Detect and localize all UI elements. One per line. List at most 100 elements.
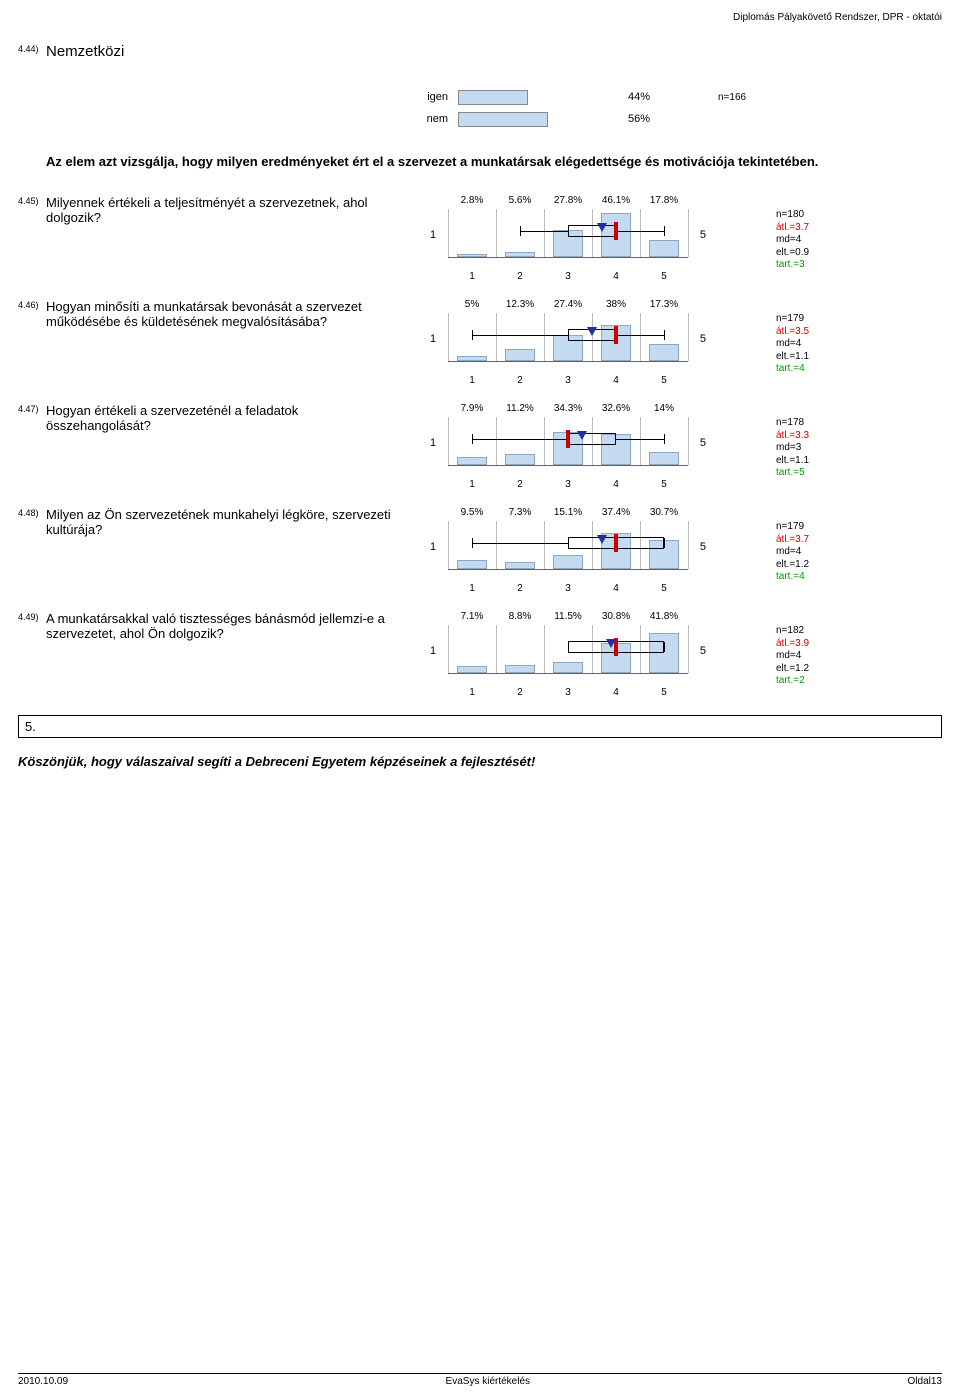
- axis-label: 1: [448, 479, 496, 493]
- hbar-n: n=166: [678, 92, 746, 103]
- axis-row: 12345: [408, 375, 728, 389]
- stats-block: n=180átl.=3.7md=4elt.=0.9tart.=3: [738, 195, 809, 272]
- likert-row: 4.48)Milyen az Ön szervezetének munkahel…: [18, 507, 942, 585]
- pct-row: 5%12.3%27.4%38%17.3%: [408, 299, 728, 313]
- hist-bar: [457, 560, 487, 569]
- stat-n: n=178: [776, 417, 809, 430]
- pct-label: 5.6%: [496, 195, 544, 209]
- pct-label: 41.8%: [640, 611, 688, 625]
- stat-n: n=182: [776, 625, 809, 638]
- whisker-cap: [664, 330, 665, 340]
- pct-label: 37.4%: [592, 507, 640, 521]
- axis-label: 2: [496, 375, 544, 389]
- likert-chart: 7.9%11.2%34.3%32.6%14%1512345: [408, 403, 728, 481]
- hist-bar: [505, 349, 535, 361]
- scale-end-right: 5: [700, 541, 706, 553]
- scale-end-left: 1: [430, 229, 436, 241]
- stat-atl: átl.=3.7: [776, 534, 809, 547]
- median-mark: [614, 326, 618, 344]
- axis-label: 3: [544, 479, 592, 493]
- hbar-chart: igen44%n=166nem56%: [18, 86, 942, 130]
- scale-end-left: 1: [430, 333, 436, 345]
- stat-md: md=4: [776, 650, 809, 663]
- pct-label: 12.3%: [496, 299, 544, 313]
- pct-label: 7.9%: [448, 403, 496, 417]
- pct-label: 30.7%: [640, 507, 688, 521]
- iqr-box: [568, 433, 616, 445]
- q-num: 4.44): [18, 43, 46, 54]
- stat-atl: átl.=3.9: [776, 638, 809, 651]
- pct-label: 17.8%: [640, 195, 688, 209]
- pct-label: 11.2%: [496, 403, 544, 417]
- median-mark: [614, 534, 618, 552]
- hbar-row: nem56%: [18, 108, 942, 130]
- stat-n: n=179: [776, 521, 809, 534]
- pct-label: 7.3%: [496, 507, 544, 521]
- stat-md: md=4: [776, 338, 809, 351]
- likert-plot: [448, 417, 688, 466]
- mean-mark: [577, 431, 587, 440]
- pct-label: 38%: [592, 299, 640, 313]
- q-text: A munkatársakkal való tisztességes bánás…: [46, 611, 398, 641]
- whisker-cap: [664, 226, 665, 236]
- stat-elt: elt.=1.1: [776, 455, 809, 468]
- whisker: [616, 231, 664, 232]
- footer-date: 2010.10.09: [18, 1376, 68, 1387]
- axis-row: 12345: [408, 583, 728, 597]
- intro-row: Az elem azt vizsgálja, hogy milyen eredm…: [18, 154, 942, 169]
- stat-n: n=180: [776, 209, 809, 222]
- stat-atl: átl.=3.3: [776, 430, 809, 443]
- pct-label: 2.8%: [448, 195, 496, 209]
- q-num: 4.46): [18, 299, 46, 329]
- axis-label: 5: [640, 583, 688, 597]
- pct-label: 30.8%: [592, 611, 640, 625]
- stat-atl: átl.=3.5: [776, 326, 809, 339]
- intro-text: Az elem azt vizsgálja, hogy milyen eredm…: [46, 154, 942, 169]
- hist-bar: [649, 452, 679, 465]
- likert-plot: [448, 521, 688, 570]
- pct-label: 11.5%: [544, 611, 592, 625]
- axis-row: 12345: [408, 687, 728, 701]
- stat-md: md=3: [776, 442, 809, 455]
- hist-bar: [457, 356, 487, 361]
- pct-label: 5%: [448, 299, 496, 313]
- pct-row: 7.1%8.8%11.5%30.8%41.8%: [408, 611, 728, 625]
- hbar-label: igen: [18, 91, 458, 103]
- hist-bar: [553, 555, 583, 569]
- thanks-text: Köszönjük, hogy válaszaival segíti a Deb…: [18, 754, 942, 769]
- hbar-bar: [458, 112, 618, 127]
- scale-end-right: 5: [700, 645, 706, 657]
- likert-row: 4.45)Milyennek értékeli a teljesítményét…: [18, 195, 942, 273]
- pct-label: 27.4%: [544, 299, 592, 313]
- axis-label: 2: [496, 583, 544, 597]
- pct-label: 46.1%: [592, 195, 640, 209]
- stats-block: n=178átl.=3.3md=3elt.=1.1tart.=5: [738, 403, 809, 480]
- likert-chart: 5%12.3%27.4%38%17.3%1512345: [408, 299, 728, 377]
- hist-bar: [505, 562, 535, 569]
- q-4-44: 4.44) Nemzetközi: [18, 43, 942, 60]
- stat-md: md=4: [776, 234, 809, 247]
- pct-label: 14%: [640, 403, 688, 417]
- stat-tart: tart.=4: [776, 363, 809, 376]
- spacer: [18, 154, 46, 155]
- axis-label: 3: [544, 375, 592, 389]
- likert-row: 4.46)Hogyan minősíti a munkatársak bevon…: [18, 299, 942, 377]
- section-5-box: 5.: [18, 715, 942, 738]
- pct-label: 17.3%: [640, 299, 688, 313]
- likert-plot: [448, 625, 688, 674]
- stat-tart: tart.=5: [776, 467, 809, 480]
- q-text: Milyennek értékeli a teljesítményét a sz…: [46, 195, 398, 225]
- whisker: [616, 335, 664, 336]
- hist-bar: [553, 662, 583, 673]
- stat-atl: átl.=3.7: [776, 222, 809, 235]
- hist-bar: [649, 344, 679, 361]
- whisker: [616, 439, 664, 440]
- likert-row: 4.49)A munkatársakkal való tisztességes …: [18, 611, 942, 689]
- hist-bar: [649, 240, 679, 257]
- median-mark: [566, 430, 570, 448]
- axis-row: 12345: [408, 271, 728, 285]
- pct-label: 34.3%: [544, 403, 592, 417]
- hist-bar: [457, 666, 487, 673]
- stat-tart: tart.=3: [776, 259, 809, 272]
- stat-tart: tart.=4: [776, 571, 809, 584]
